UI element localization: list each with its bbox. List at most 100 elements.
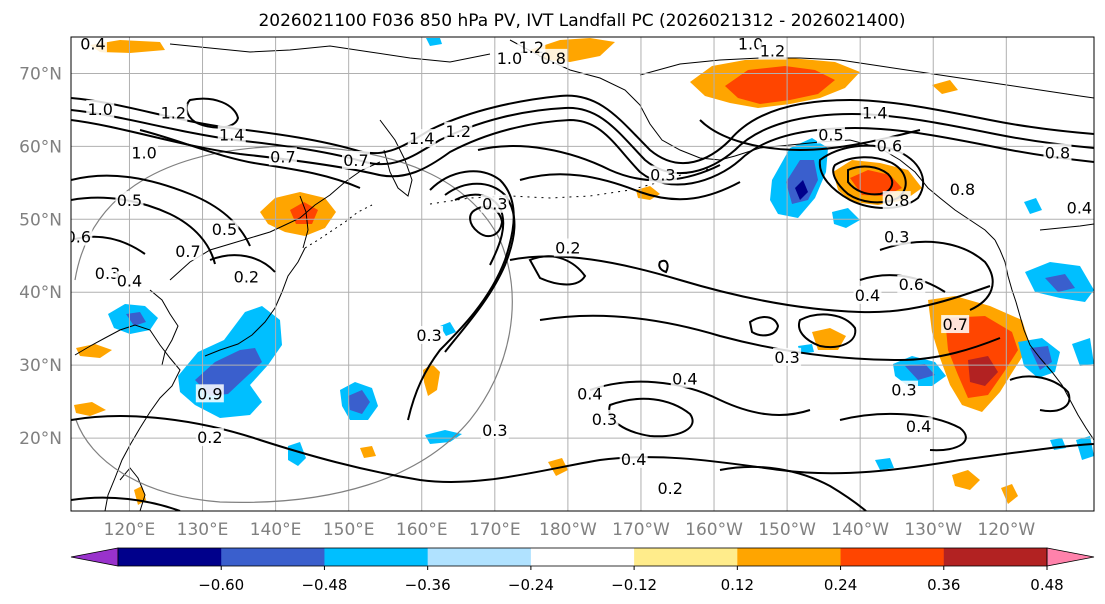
colorbar-segment [943,548,1048,566]
lon-tick-label: 160°W [685,520,743,540]
contour-label-bg [195,428,224,447]
lon-tick-label: 130°W [904,520,962,540]
pc-positive-small-8 [952,470,980,490]
pv-contour [608,397,694,438]
lat-tick-label: 50°N [19,210,62,230]
pc-negative-japan-core [195,348,262,396]
contour-label: 0.9 [197,384,222,403]
contour-label-bg [268,147,297,166]
contour-label: 0.2 [657,479,682,498]
lat-tick-label: 40°N [19,283,62,303]
contour-label: 0.6 [899,275,924,294]
pv-contour [71,196,216,265]
contour-label-bg [758,41,787,60]
contour-label: 0.4 [117,271,142,290]
contour-label: 1.0 [88,100,113,119]
contour-label-bg [897,274,926,293]
lat-tick-label: 60°N [19,137,62,157]
colorbar-tick-label: −0.60 [198,576,244,594]
contour-label: 0.7 [175,242,200,261]
contour-label-bg [575,384,604,403]
contour-label-bg [78,37,107,53]
lat-tick-label: 20°N [19,429,62,449]
contour-label: 1.2 [161,104,186,123]
contour-label: 0.6 [877,136,902,155]
contour-label-bg [210,220,239,239]
contour-label: 0.8 [541,49,566,68]
coastline-alaska-south [734,139,996,241]
lat-tick-label: 30°N [19,356,62,376]
contour-label-bg [71,227,93,246]
coastline-japan [204,247,306,357]
lon-tick-label: 140°W [831,520,889,540]
pv-contour [477,145,721,182]
contour-label-bg [495,48,524,67]
contour-label: 0.2 [197,428,222,447]
contour-label: 1.2 [519,38,544,57]
contour-label: 1.0 [131,144,156,163]
pv-contour [748,316,780,337]
contour-label: 0.4 [1067,198,1092,217]
contour-label: 0.4 [621,450,646,469]
contour-label-bg [407,129,436,148]
gridlines [71,37,1094,511]
contour-label-bg [415,325,444,344]
contour-label: 0.2 [555,238,580,257]
contour-label-bg [195,384,224,403]
contour-label-bg [115,271,144,290]
contour-label: 0.3 [650,166,675,185]
contour-label: 0.5 [818,125,843,144]
longitude-labels: 120°E 130°E 140°E 150°E 160°E 170°E 180°W 170°W… [104,520,1036,540]
pc-negative-yellowsea-core [126,312,146,326]
contour-label-bg [941,315,970,334]
pv-contour [528,255,587,286]
colorbar-ticks: −0.60 −0.48 −0.36 −0.24 −0.12 0.12 0.24 0.36 0.4… [198,566,1064,594]
pc-negative-small-8 [798,344,814,354]
colorbar-segment [840,548,945,566]
pv-contour [847,165,894,196]
pv-contour [71,94,1094,165]
contour-label-bg [948,180,977,199]
pc-negative-small-3 [440,322,456,336]
contour-label: 1.0 [738,34,763,53]
contour-label: 0.3 [891,381,916,400]
pc-negative-small-6 [875,458,894,470]
contour-label: 0.8 [884,191,909,210]
contour-label: 1.0 [497,49,522,68]
lon-tick-label: 170°W [612,520,670,540]
contour-label-bg [816,125,845,144]
contour-label-bg [539,48,568,67]
lon-tick-label: 160°E [396,520,448,540]
coastline-arctic [639,57,1094,99]
contour-label: 1.4 [409,129,434,148]
pc-positive-small-11 [360,446,376,458]
map-panel: 1.21.0 0.81.01.21.40.50.6 0.80.80.41.0 1.21… [71,34,1094,511]
contour-label: 0.4 [672,370,697,389]
latitude-labels: 70°N 60°N 50°N 40°N 30°N 20°N [19,64,62,449]
contour-label-bg [341,150,370,169]
lon-tick-label: 120°E [104,520,156,540]
colorbar-segment [324,548,429,566]
colorbar-segment [221,548,325,566]
lon-tick-label: 150°W [758,520,816,540]
colorbar-tick-label: 0.24 [824,576,857,594]
contour-label-bg [480,420,509,439]
contour-label-bg [590,409,619,428]
map-frame [70,36,1095,512]
contour-label: 0.3 [774,348,799,367]
colorbar-extend-low [70,547,119,567]
contour-label: 0.7 [942,315,967,334]
pc-positive-okhotsk-core [290,202,318,224]
pc-negative-small-4 [832,208,860,228]
contour-label-bg [890,380,919,399]
contour-label-bg [553,238,582,257]
pv-contour [71,415,1094,483]
pv-contour [818,144,924,209]
contour-label-bg [875,136,904,155]
contour-label: 1.2 [760,42,785,61]
pv-contour [444,182,516,353]
pv-contour [839,412,967,452]
contour-label: 0.2 [234,268,259,287]
pv-contour [798,313,857,348]
contour-label-bg [1065,198,1094,217]
